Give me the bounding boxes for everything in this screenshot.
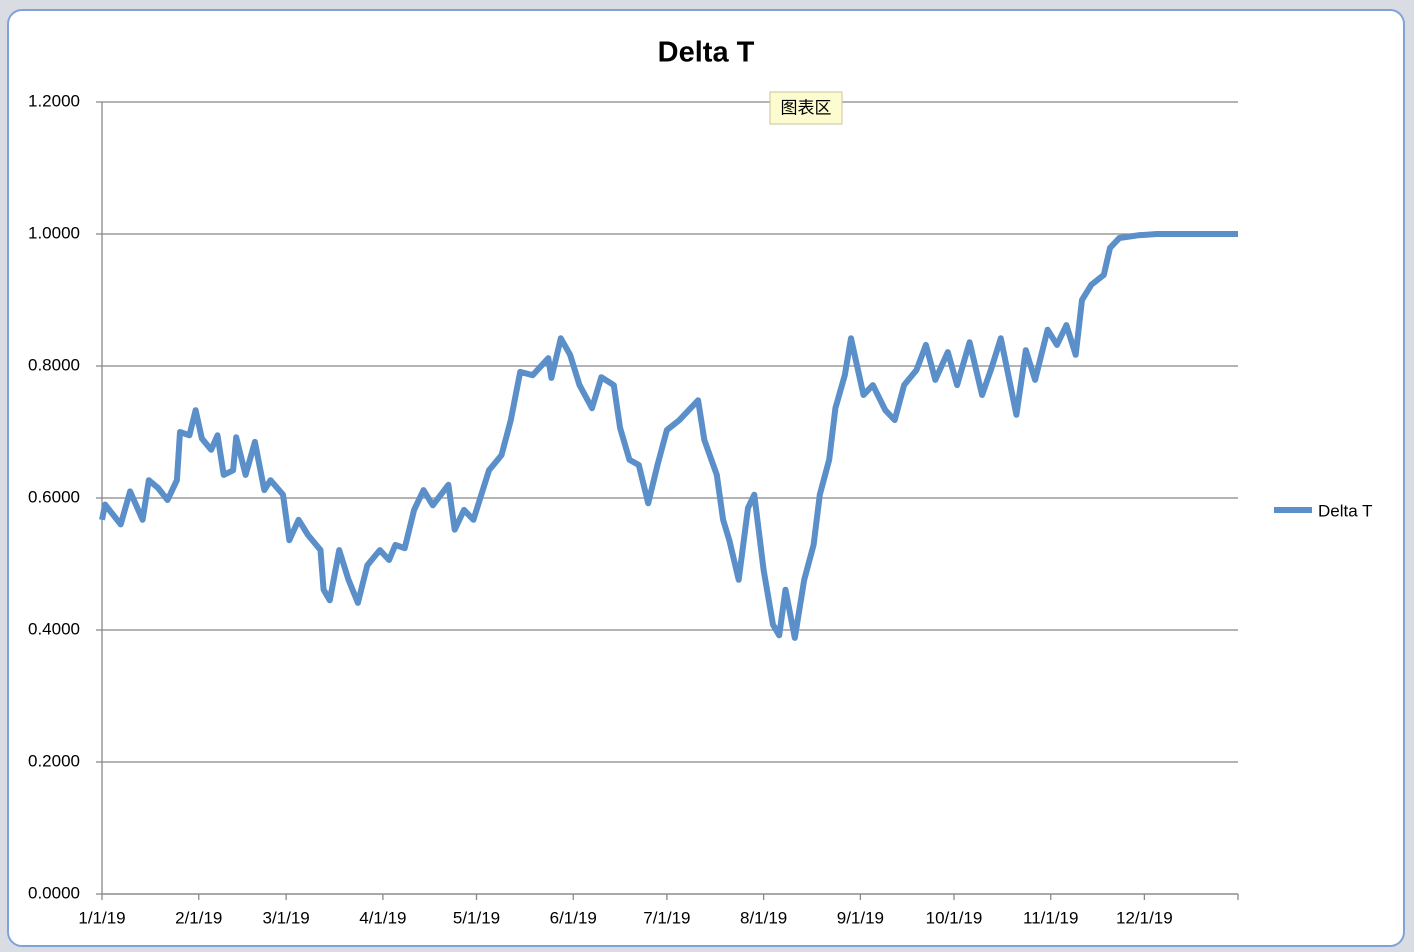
y-tick-label: 1.2000 xyxy=(28,91,80,110)
chart-area[interactable] xyxy=(7,9,1405,947)
y-tick-label: 0.6000 xyxy=(28,487,80,506)
chart-title: Delta T xyxy=(658,37,755,69)
tooltip: 图表区 xyxy=(781,98,832,117)
legend-label: Delta T xyxy=(1318,501,1373,520)
y-tick-label: 0.2000 xyxy=(28,751,80,770)
series-line xyxy=(99,231,1238,641)
x-tick-label: 4/1/19 xyxy=(359,908,406,927)
x-tick-label: 7/1/19 xyxy=(643,908,690,927)
x-tick-label: 5/1/19 xyxy=(453,908,500,927)
x-tick-label: 12/1/19 xyxy=(1116,908,1173,927)
x-tick-label: 1/1/19 xyxy=(78,908,125,927)
x-tick-label: 11/1/19 xyxy=(1023,908,1078,927)
x-tick-label: 9/1/19 xyxy=(837,908,884,927)
y-tick-label: 0.8000 xyxy=(28,355,80,374)
tooltip-box xyxy=(769,91,843,125)
x-tick-label: 10/1/19 xyxy=(926,908,983,927)
y-tick-label: 1.0000 xyxy=(28,223,80,242)
x-tick-label: 8/1/19 xyxy=(740,908,787,927)
x-tick-label: 6/1/19 xyxy=(550,908,597,927)
y-tick-label: 0.4000 xyxy=(28,619,80,638)
y-tick-label: 0.0000 xyxy=(28,883,80,902)
x-tick-label: 2/1/19 xyxy=(175,908,222,927)
x-tick-label: 3/1/19 xyxy=(262,908,309,927)
